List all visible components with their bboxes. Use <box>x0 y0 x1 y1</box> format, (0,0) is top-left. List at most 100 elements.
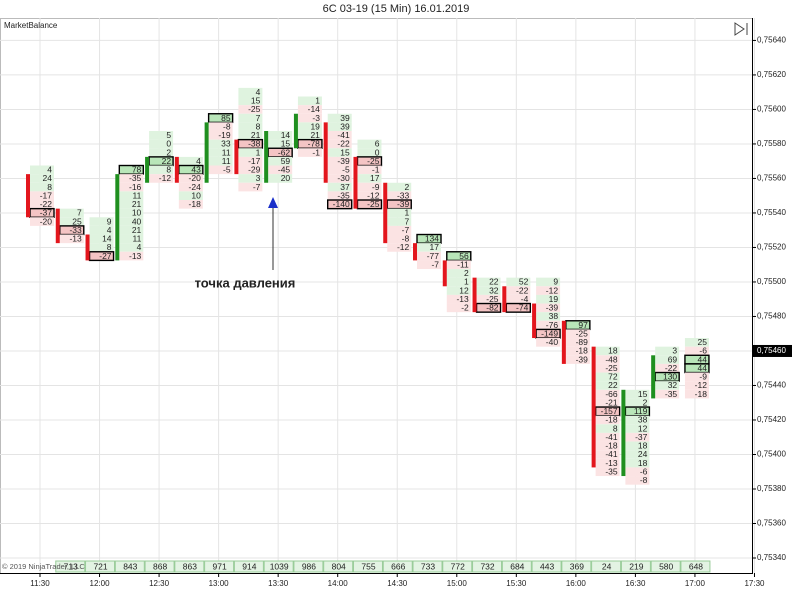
cell-value: 12 <box>638 423 648 433</box>
volume-value: 868 <box>153 561 167 571</box>
volume-value: 971 <box>213 561 227 571</box>
cell <box>625 398 650 408</box>
cell-value: -25 <box>605 363 618 373</box>
y-tick-label: 0,75580 <box>757 139 786 148</box>
volume-value: 684 <box>510 561 524 571</box>
cell <box>297 131 322 140</box>
cell <box>595 441 620 451</box>
cell-value: 20 <box>281 173 291 183</box>
cell-value: -13 <box>129 251 142 261</box>
cell-value: -35 <box>129 173 142 183</box>
cell-value: 4 <box>256 87 261 97</box>
cell-value: 2 <box>166 147 171 157</box>
cell <box>119 174 144 183</box>
candle-body <box>145 156 150 183</box>
cell <box>178 200 203 209</box>
cell-value: -25 <box>367 199 380 209</box>
cell-value: 10 <box>132 208 142 218</box>
cell-value: -1 <box>372 165 380 175</box>
volume-cell <box>442 560 473 573</box>
volume-value: 733 <box>421 561 435 571</box>
cell-value: 8 <box>613 423 618 433</box>
cell <box>565 329 590 339</box>
cell-value: -22 <box>516 285 529 295</box>
cell <box>595 398 620 408</box>
y-tick-label: 0,75620 <box>757 70 786 79</box>
volume-cell <box>174 560 205 573</box>
cell-value: -18 <box>605 441 618 451</box>
cell-value: 21 <box>132 225 142 235</box>
cell-value: -39 <box>576 354 589 364</box>
volume-cell <box>263 560 294 573</box>
cell <box>446 269 471 278</box>
cell <box>446 260 471 270</box>
highlight-cell <box>327 199 353 210</box>
cell <box>476 286 501 295</box>
cell-value: 22 <box>162 156 172 166</box>
cell-value: 52 <box>519 277 529 287</box>
cell-value: -17 <box>40 190 53 200</box>
cell <box>119 191 144 201</box>
cell <box>387 217 412 226</box>
cell <box>625 458 650 468</box>
cell-value: -35 <box>337 190 350 200</box>
cell <box>268 139 293 149</box>
volume-cell <box>412 560 443 573</box>
cell-value: 39 <box>340 113 350 123</box>
cell-value: -140 <box>333 199 350 209</box>
cell <box>595 372 620 382</box>
cell <box>208 148 233 157</box>
cell <box>655 389 680 399</box>
cell-value: 15 <box>251 96 261 106</box>
cell <box>595 450 620 459</box>
candle-body <box>472 277 477 313</box>
cell-value: 0 <box>166 139 171 149</box>
cell <box>387 225 412 235</box>
cell-value: 59 <box>281 156 291 166</box>
x-tick-label: 12:00 <box>90 579 111 588</box>
cell <box>238 96 263 106</box>
cell-value: 39 <box>340 121 350 131</box>
cell <box>625 450 650 459</box>
cell-value: -45 <box>278 165 291 175</box>
cell-value: -39 <box>337 156 350 166</box>
cell <box>268 165 293 175</box>
cell <box>595 467 620 477</box>
cell <box>59 234 84 244</box>
cell-value: 7 <box>256 113 261 123</box>
cell <box>149 139 174 149</box>
cell-value: -41 <box>605 449 618 459</box>
cell <box>208 122 233 132</box>
cell <box>625 424 650 433</box>
cell-value: -9 <box>699 372 707 382</box>
cell <box>357 165 382 175</box>
cell <box>119 208 144 218</box>
cell-value: -19 <box>218 130 231 140</box>
cell <box>506 277 531 287</box>
cell-value: -13 <box>456 294 469 304</box>
cell-value: -6 <box>640 466 648 476</box>
annotation: точка давления <box>195 275 296 290</box>
cell-value: -33 <box>397 190 410 200</box>
cell <box>536 303 561 313</box>
cell-value: -20 <box>189 173 202 183</box>
cell <box>417 260 442 270</box>
cell <box>327 182 352 192</box>
volume-value: 755 <box>361 561 375 571</box>
cell-value: 7 <box>77 208 82 218</box>
cell-value: 14 <box>102 234 112 244</box>
cell <box>119 225 144 235</box>
candle-body <box>174 156 179 183</box>
window-icon[interactable] <box>734 22 748 36</box>
cell <box>684 338 709 347</box>
cell <box>149 131 174 140</box>
cell <box>119 217 144 226</box>
y-tick-label: 0,75640 <box>757 36 786 45</box>
cell-value: 33 <box>221 139 231 149</box>
cell-value: -76 <box>546 320 559 330</box>
volume-cell <box>114 560 145 573</box>
cell-value: -157 <box>601 406 618 416</box>
cell-value: -5 <box>342 165 350 175</box>
cell <box>595 346 620 356</box>
icon-triangle <box>734 22 745 36</box>
